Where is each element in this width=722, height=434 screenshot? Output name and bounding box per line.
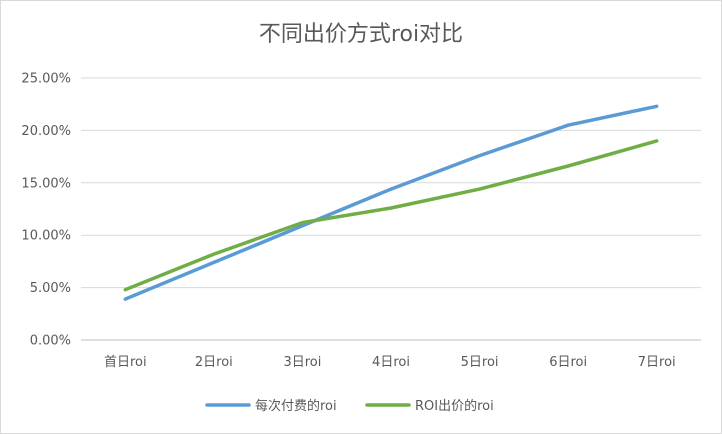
series-lines [123, 104, 659, 301]
x-tick-label: 5日roi [461, 355, 499, 370]
x-tick-label: 7日roi [638, 355, 676, 370]
y-tick-label: 0.00% [30, 334, 71, 349]
y-tick-label: 15.00% [21, 176, 71, 191]
legend-label: 每次付费的roi [255, 398, 337, 414]
y-tick-label: 10.00% [21, 229, 71, 244]
x-tick-label: 4日roi [372, 355, 410, 370]
legend-label: ROI出价的roi [415, 398, 494, 414]
series-line-2 [123, 139, 659, 292]
gridlines [81, 77, 701, 341]
x-tick-label: 2日roi [195, 355, 233, 370]
legend: 每次付费的roi ROI出价的roi [205, 398, 494, 414]
y-axis-ticks: 0.00% 5.00% 10.00% 15.00% 20.00% 25.00% [21, 72, 71, 349]
x-tick-label: 6日roi [549, 355, 587, 370]
x-axis-ticks: 首日roi 2日roi 3日roi 4日roi 5日roi 6日roi 7日roi [104, 355, 676, 370]
y-tick-label: 20.00% [21, 124, 71, 139]
y-tick-label: 5.00% [30, 281, 71, 296]
x-tick-label: 首日roi [104, 355, 147, 370]
y-tick-label: 25.00% [21, 72, 71, 87]
x-tick-label: 3日roi [283, 355, 321, 370]
chart-title: 不同出价方式roi对比 [259, 22, 463, 47]
series-line-1 [123, 104, 659, 301]
